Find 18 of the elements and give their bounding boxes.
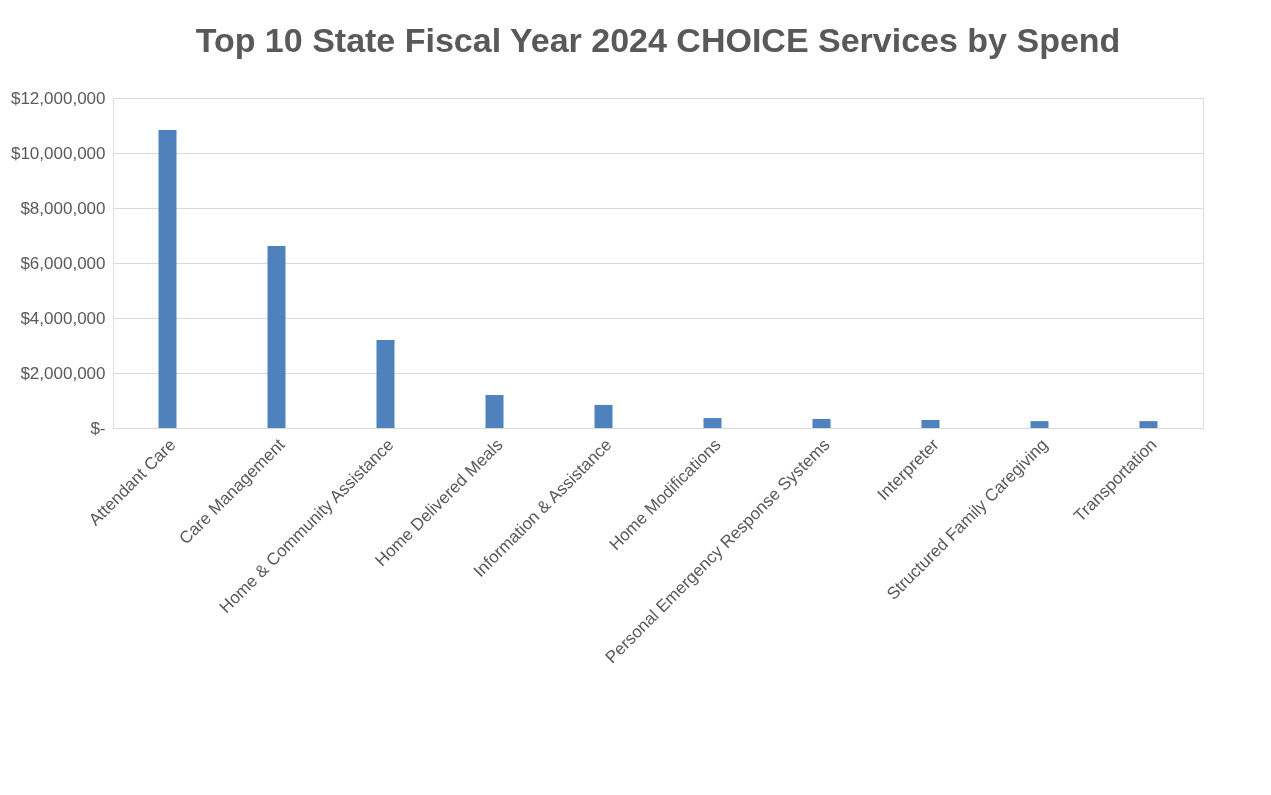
y-tick-label: $2,000,000	[20, 363, 106, 383]
bar	[1139, 421, 1158, 428]
y-tick-label: $4,000,000	[20, 308, 106, 328]
bar	[267, 245, 286, 428]
bar	[812, 418, 831, 428]
y-tick-label: $6,000,000	[20, 253, 106, 273]
bar	[485, 395, 504, 428]
bar	[703, 418, 722, 428]
y-tick-label: $-	[90, 418, 106, 438]
y-tick-label: $12,000,000	[10, 88, 106, 108]
bar	[376, 340, 395, 428]
y-tick-label: $8,000,000	[20, 198, 106, 218]
chart-title: Top 10 State Fiscal Year 2024 CHOICE Services by Spend	[195, 21, 1121, 59]
y-tick-label: $10,000,000	[10, 143, 106, 163]
bar	[594, 404, 613, 428]
bar	[921, 420, 940, 428]
bar	[1030, 421, 1049, 428]
bar	[158, 129, 177, 428]
